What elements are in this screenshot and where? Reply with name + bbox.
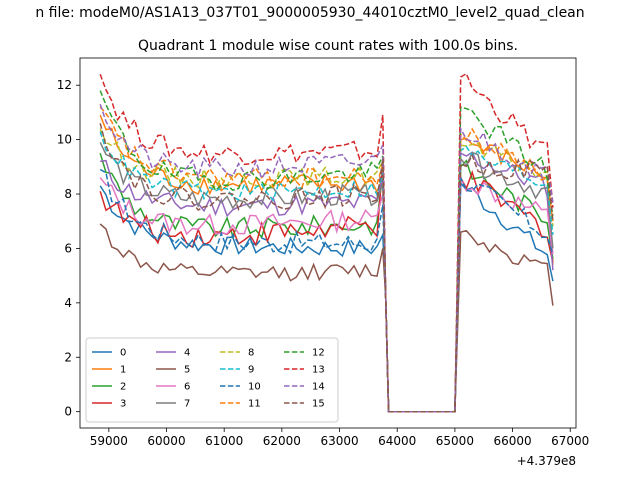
legend-label-1: 1 <box>120 365 126 376</box>
legend-label-13: 13 <box>312 365 325 376</box>
x-tick-label: 65000 <box>436 434 474 448</box>
x-tick-label: 66000 <box>493 434 531 448</box>
legend-label-4: 4 <box>184 348 190 359</box>
legend-label-14: 14 <box>312 382 325 393</box>
series-line-13 <box>99 72 554 413</box>
legend-label-3: 3 <box>120 399 126 410</box>
legend-label-0: 0 <box>120 348 126 359</box>
legend-label-15: 15 <box>312 399 325 410</box>
series-line-9 <box>99 131 554 413</box>
y-tick-label: 10 <box>57 133 72 147</box>
x-tick-label: 62000 <box>263 434 301 448</box>
legend-label-9: 9 <box>248 365 254 376</box>
series-line-14 <box>99 104 554 413</box>
y-tick-label: 4 <box>64 296 72 310</box>
y-axis: 0 2 4 6 8 10 12 <box>57 78 80 419</box>
series-line-6 <box>99 177 554 413</box>
x-tick-label: 64000 <box>378 434 416 448</box>
series-line-3 <box>99 161 554 413</box>
y-tick-label: 0 <box>64 405 72 419</box>
plot-frame <box>79 57 577 429</box>
figure-suptitle: n file: modeM0/AS1A13_037T01_9000005930_… <box>35 5 584 21</box>
legend-label-12: 12 <box>312 348 325 359</box>
y-tick-label: 6 <box>64 241 72 255</box>
x-tick-label: 63000 <box>320 434 358 448</box>
x-tick-label: 61000 <box>205 434 243 448</box>
chart-title: Quadrant 1 module wise count rates with … <box>138 38 518 54</box>
legend-label-6: 6 <box>184 382 190 393</box>
series-line-7 <box>99 141 554 413</box>
legend-box <box>85 337 339 423</box>
series-line-15 <box>99 123 554 413</box>
series-line-10 <box>99 168 554 413</box>
series-line-8 <box>99 128 554 413</box>
series-line-5 <box>99 223 554 413</box>
series-lines <box>99 72 554 413</box>
x-tick-label: 60000 <box>147 434 185 448</box>
x-tick-label: 59000 <box>90 434 128 448</box>
x-tick-label: 67000 <box>551 434 589 448</box>
x-axis-offset-label: +4.379e8 <box>517 454 576 468</box>
series-line-12 <box>99 90 554 413</box>
legend-label-5: 5 <box>184 365 190 376</box>
legend-label-11: 11 <box>248 399 261 410</box>
y-tick-label: 8 <box>64 187 72 201</box>
legend-label-8: 8 <box>248 348 254 359</box>
legend-label-10: 10 <box>248 382 261 393</box>
series-line-11 <box>99 106 554 413</box>
legend-label-7: 7 <box>184 399 190 410</box>
x-axis: 59000 60000 61000 62000 63000 64000 65000 66000… <box>90 428 589 448</box>
series-line-0 <box>99 181 554 413</box>
legend-label-2: 2 <box>120 382 126 393</box>
y-tick-label: 2 <box>64 350 72 364</box>
y-tick-label: 12 <box>57 78 72 92</box>
